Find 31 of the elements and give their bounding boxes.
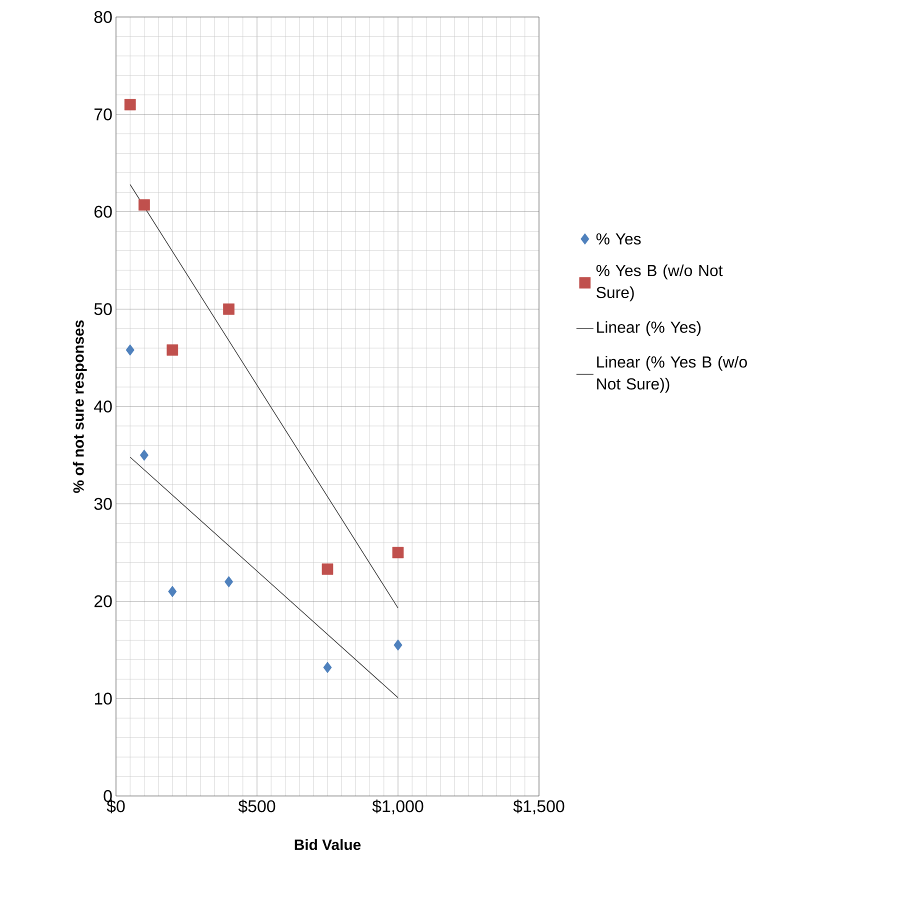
- legend-label: % Yes B (w/o Not Sure): [596, 264, 723, 302]
- x-tick-label: $1,500: [513, 800, 564, 814]
- point: [223, 303, 234, 315]
- point: [392, 546, 404, 558]
- x-axis-title: Bid Value: [294, 839, 361, 850]
- x-tick-label: $1,000: [372, 800, 424, 814]
- point: [126, 344, 134, 356]
- legend-label: % Yes: [596, 233, 641, 245]
- y-tick-label: 50: [94, 303, 112, 316]
- point: [138, 199, 150, 211]
- point: [394, 639, 402, 651]
- point: [124, 98, 136, 110]
- x-tick-label: $0: [106, 800, 125, 814]
- y-tick-label: 20: [94, 595, 112, 608]
- y-tick-label: 70: [94, 108, 112, 120]
- y-axis-title: % of not sure responses: [72, 320, 87, 493]
- y-tick-label: 0: [104, 790, 112, 802]
- point: [140, 450, 149, 461]
- point: [166, 344, 178, 356]
- legend-label: Linear (% Yes B (w/o Not Sure)): [597, 356, 747, 393]
- y-tick-label: 60: [94, 206, 112, 218]
- point: [323, 662, 332, 674]
- point: [168, 586, 177, 598]
- y-tick-label: 30: [94, 498, 112, 510]
- y-tick-label: 40: [94, 400, 112, 412]
- y-tick-label: 10: [94, 692, 112, 705]
- y-tick-label: 80: [94, 11, 112, 23]
- point: [322, 563, 334, 575]
- legend-label: Linear (% Yes): [597, 321, 701, 336]
- point: [224, 576, 234, 588]
- x-tick-label: $500: [238, 800, 276, 814]
